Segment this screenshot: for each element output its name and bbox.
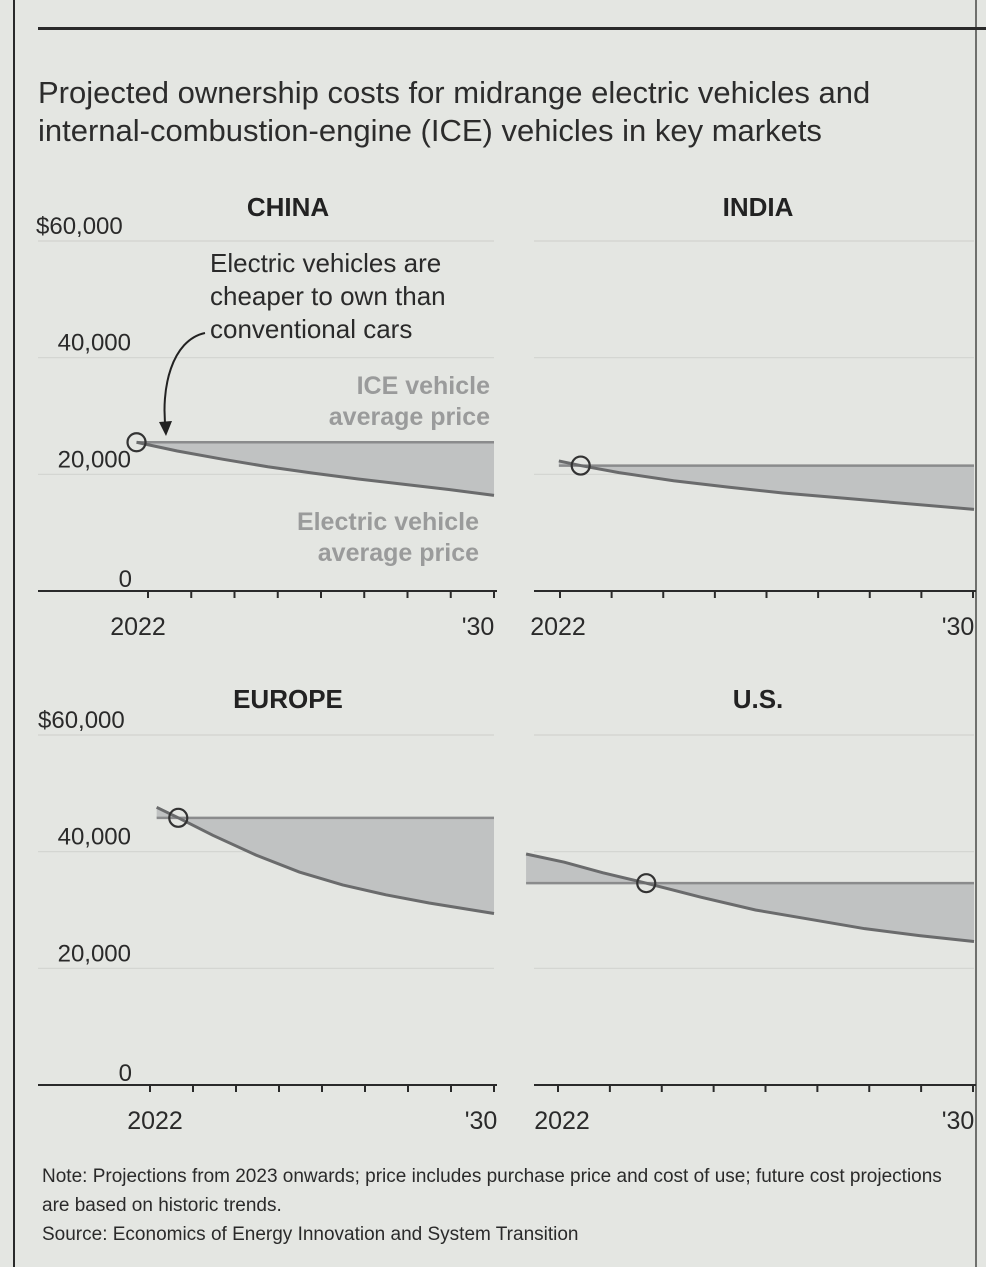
x-tick-label: 2022 (534, 1107, 590, 1135)
y-tick-label: 40,000 (58, 824, 131, 851)
crossover-marker (126, 432, 147, 453)
annotation-callout: conventional cars (210, 314, 412, 344)
y-tick-label: $60,000 (36, 213, 123, 240)
ice-series-label: average price (329, 403, 490, 431)
x-tick-label: '30 (942, 1107, 975, 1135)
y-tick-label: $60,000 (38, 707, 125, 734)
x-tick-label: 2022 (110, 613, 166, 641)
right-border (975, 0, 977, 1267)
top-rule (38, 27, 986, 30)
left-border (13, 0, 15, 1267)
annotation-arrowhead (159, 421, 172, 436)
savings-area (156, 807, 494, 914)
annotation-callout: cheaper to own than (210, 281, 446, 311)
y-tick-label: 40,000 (58, 330, 131, 357)
ice-series-label: ICE vehicle (357, 372, 490, 400)
chart-headline: Projected ownership costs for midrange e… (38, 75, 871, 148)
crossover-marker (636, 873, 657, 894)
ev-series-label: average price (318, 539, 479, 567)
footer: Note: Projections from 2023 onwards; pri… (42, 1162, 962, 1249)
y-tick-label: 20,000 (58, 940, 131, 967)
y-tick-label: 20,000 (58, 446, 131, 473)
annotation-arrow (163, 332, 206, 433)
savings-area (558, 460, 974, 510)
savings-area (526, 854, 974, 942)
panel-title: U.S. (733, 684, 784, 714)
panel-title: CHINA (247, 192, 330, 222)
savings-area (136, 442, 494, 496)
ev-price-line (155, 805, 495, 915)
ev-price-line (558, 459, 975, 511)
annotation-callout: Electric vehicles are (210, 248, 441, 278)
ev-price-line (136, 440, 495, 497)
x-tick-label: 2022 (530, 613, 586, 641)
x-tick-label: 2022 (127, 1107, 183, 1135)
footer-source: Source: Economics of Energy Innovation a… (42, 1224, 579, 1245)
panel-title: EUROPE (233, 684, 343, 714)
y-tick-label: 0 (119, 1060, 132, 1087)
crossover-marker (570, 455, 591, 476)
x-tick-label: '30 (465, 1107, 498, 1135)
ev-price-line (525, 852, 975, 943)
footer-note: Note: Projections from 2023 onwards; pri… (42, 1166, 942, 1216)
x-tick-label: '30 (942, 613, 975, 641)
x-tick-label: '30 (462, 613, 495, 641)
y-tick-label: 0 (119, 566, 132, 593)
panel-title: INDIA (723, 192, 794, 222)
crossover-marker (168, 807, 189, 828)
ev-series-label: Electric vehicle (297, 508, 479, 536)
